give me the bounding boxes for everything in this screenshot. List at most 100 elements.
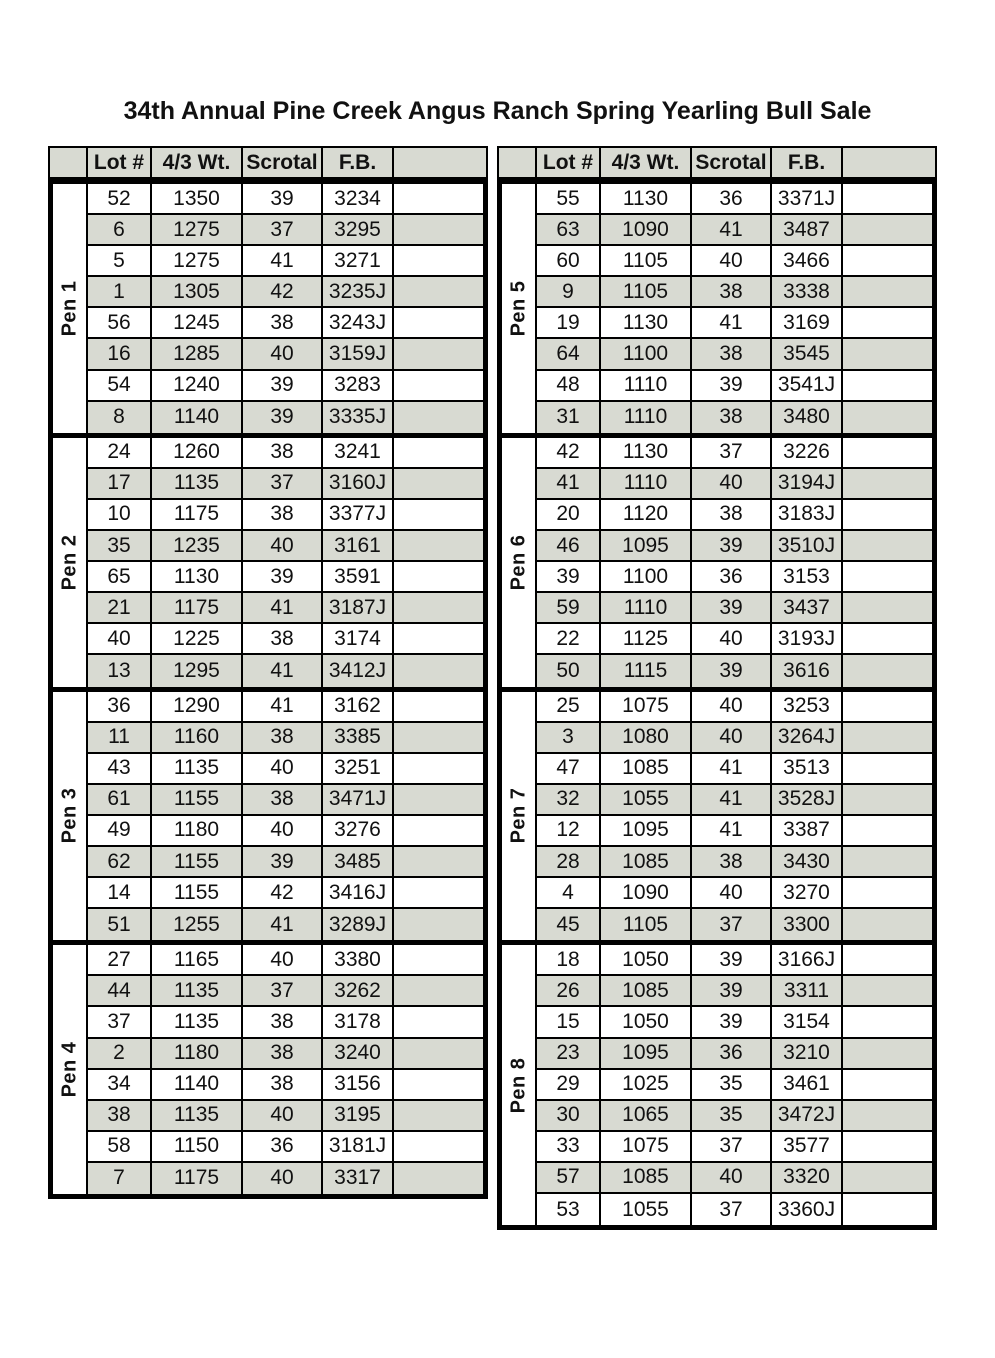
weight-cell: 1235: [152, 531, 243, 563]
weight-cell: 1180: [152, 1038, 243, 1070]
notes-cell: [394, 531, 483, 563]
fb-number-cell: 3240: [323, 1038, 394, 1070]
notes-cell: [843, 499, 932, 532]
weight-cell: 1245: [152, 308, 243, 340]
weight-cell: 1130: [152, 562, 243, 594]
pen-block-pen-6: Pen 6 42 1130 37 3226 41 1110 40 3194J 20 1120 38 31…: [497, 432, 937, 692]
notes-cell: [394, 655, 483, 687]
fb-number-cell: 3320: [772, 1162, 843, 1194]
weight-cell: 1225: [152, 624, 243, 656]
weight-cell: 1095: [601, 531, 692, 563]
fb-number-cell: 3317: [323, 1162, 394, 1194]
scrotal-cell: 40: [692, 1162, 772, 1194]
column-header-f-b: F.B.: [323, 148, 394, 177]
fb-number-cell: 3461: [772, 1069, 843, 1101]
fb-number-cell: 3234: [323, 184, 394, 216]
pen-label: Pen 7: [502, 691, 537, 941]
fb-number-cell: 3271: [323, 246, 394, 278]
lot-number-cell: 27: [88, 945, 152, 977]
scrotal-cell: 36: [243, 1131, 323, 1163]
pen-label-text: Pen 4: [58, 1041, 81, 1098]
fb-number-cell: 3262: [323, 976, 394, 1008]
notes-cell: [843, 339, 932, 371]
pen-label: Pen 8: [502, 945, 537, 1226]
notes-cell: [843, 308, 932, 340]
scrotal-cell: 39: [692, 976, 772, 1008]
pen-block-pen-1: Pen 1 52 1350 39 3234 6 1275 37 3295 5 1275 41 3271 1…: [48, 179, 488, 438]
lot-number-cell: 60: [537, 246, 601, 278]
table-header-row: Lot #4/3 Wt. Scrotal F.B.: [497, 146, 937, 179]
weight-cell: 1085: [601, 1162, 692, 1194]
weight-cell: 1140: [152, 401, 243, 433]
weight-cell: 1085: [601, 976, 692, 1008]
notes-cell: [843, 1100, 932, 1132]
fb-number-cell: 3195: [323, 1100, 394, 1132]
fb-number-cell: 3226: [772, 437, 843, 469]
scrotal-cell: 37: [692, 909, 772, 941]
fb-number-cell: 3338: [772, 277, 843, 309]
pen-block-pen-5: Pen 5 55 1130 36 3371J 63 1090 41 3487 60 1105 40 34…: [497, 179, 937, 438]
pen-label: Pen 1: [53, 184, 88, 433]
fb-number-cell: 3545: [772, 339, 843, 371]
notes-cell: [843, 909, 932, 941]
weight-cell: 1120: [601, 499, 692, 532]
left-table: Lot #4/3 Wt. Scrotal F.B. Pen 1 52 1350 39 3234…: [48, 146, 488, 1199]
lot-number-cell: 34: [88, 1069, 152, 1101]
scrotal-cell: 38: [243, 624, 323, 656]
lot-number-cell: 65: [88, 562, 152, 594]
weight-cell: 1110: [601, 593, 692, 625]
weight-cell: 1085: [601, 846, 692, 879]
scrotal-cell: 39: [243, 370, 323, 402]
scrotal-cell: 37: [243, 468, 323, 500]
scrotal-cell: 38: [243, 1069, 323, 1101]
fb-number-cell: 3380: [323, 945, 394, 977]
lot-number-cell: 31: [537, 401, 601, 433]
scrotal-cell: 40: [692, 691, 772, 723]
scrotal-cell: 41: [692, 753, 772, 785]
notes-cell: [843, 1007, 932, 1039]
scrotal-cell: 42: [243, 277, 323, 309]
notes-cell: [843, 1194, 932, 1226]
lot-number-cell: 14: [88, 878, 152, 910]
notes-cell: [394, 815, 483, 847]
fb-number-cell: 3160J: [323, 468, 394, 500]
lot-number-cell: 3: [537, 722, 601, 754]
column-header-scrotal: Scrotal: [692, 148, 772, 177]
fb-number-cell: 3159J: [323, 339, 394, 371]
fb-number-cell: 3178: [323, 1007, 394, 1039]
fb-number-cell: 3276: [323, 815, 394, 847]
column-header-4-3-wt: 4/3 Wt.: [152, 148, 243, 177]
lot-number-cell: 48: [537, 370, 601, 402]
notes-cell: [394, 878, 483, 910]
fb-number-cell: 3153: [772, 562, 843, 594]
lot-number-cell: 37: [88, 1007, 152, 1039]
page-title: 34th Annual Pine Creek Angus Ranch Sprin…: [123, 97, 872, 125]
scrotal-cell: 38: [243, 1038, 323, 1070]
notes-cell: [843, 976, 932, 1008]
fb-number-cell: 3166J: [772, 945, 843, 977]
notes-cell: [394, 437, 483, 469]
scrotal-cell: 39: [692, 1007, 772, 1039]
notes-cell: [843, 593, 932, 625]
weight-cell: 1135: [152, 753, 243, 785]
fb-number-cell: 3487: [772, 215, 843, 247]
lot-number-cell: 29: [537, 1069, 601, 1101]
lot-number-cell: 16: [88, 339, 152, 371]
scrotal-cell: 35: [692, 1069, 772, 1101]
pen-label-text: Pen 5: [507, 280, 530, 337]
pen-block-pen-8: Pen 8 18 1050 39 3166J 26 1085 39 3311 15 1050 39 31…: [497, 940, 937, 1231]
weight-cell: 1125: [601, 624, 692, 656]
scrotal-cell: 38: [692, 846, 772, 879]
notes-cell: [394, 624, 483, 656]
scrotal-cell: 39: [243, 562, 323, 594]
pen-label: Pen 5: [502, 184, 537, 433]
weight-cell: 1055: [601, 1194, 692, 1226]
notes-cell: [843, 1131, 932, 1163]
scrotal-cell: 41: [243, 593, 323, 625]
lot-number-cell: 2: [88, 1038, 152, 1070]
lot-number-cell: 26: [537, 976, 601, 1008]
weight-cell: 1130: [601, 437, 692, 469]
lot-number-cell: 12: [537, 815, 601, 847]
scrotal-cell: 37: [692, 1194, 772, 1226]
